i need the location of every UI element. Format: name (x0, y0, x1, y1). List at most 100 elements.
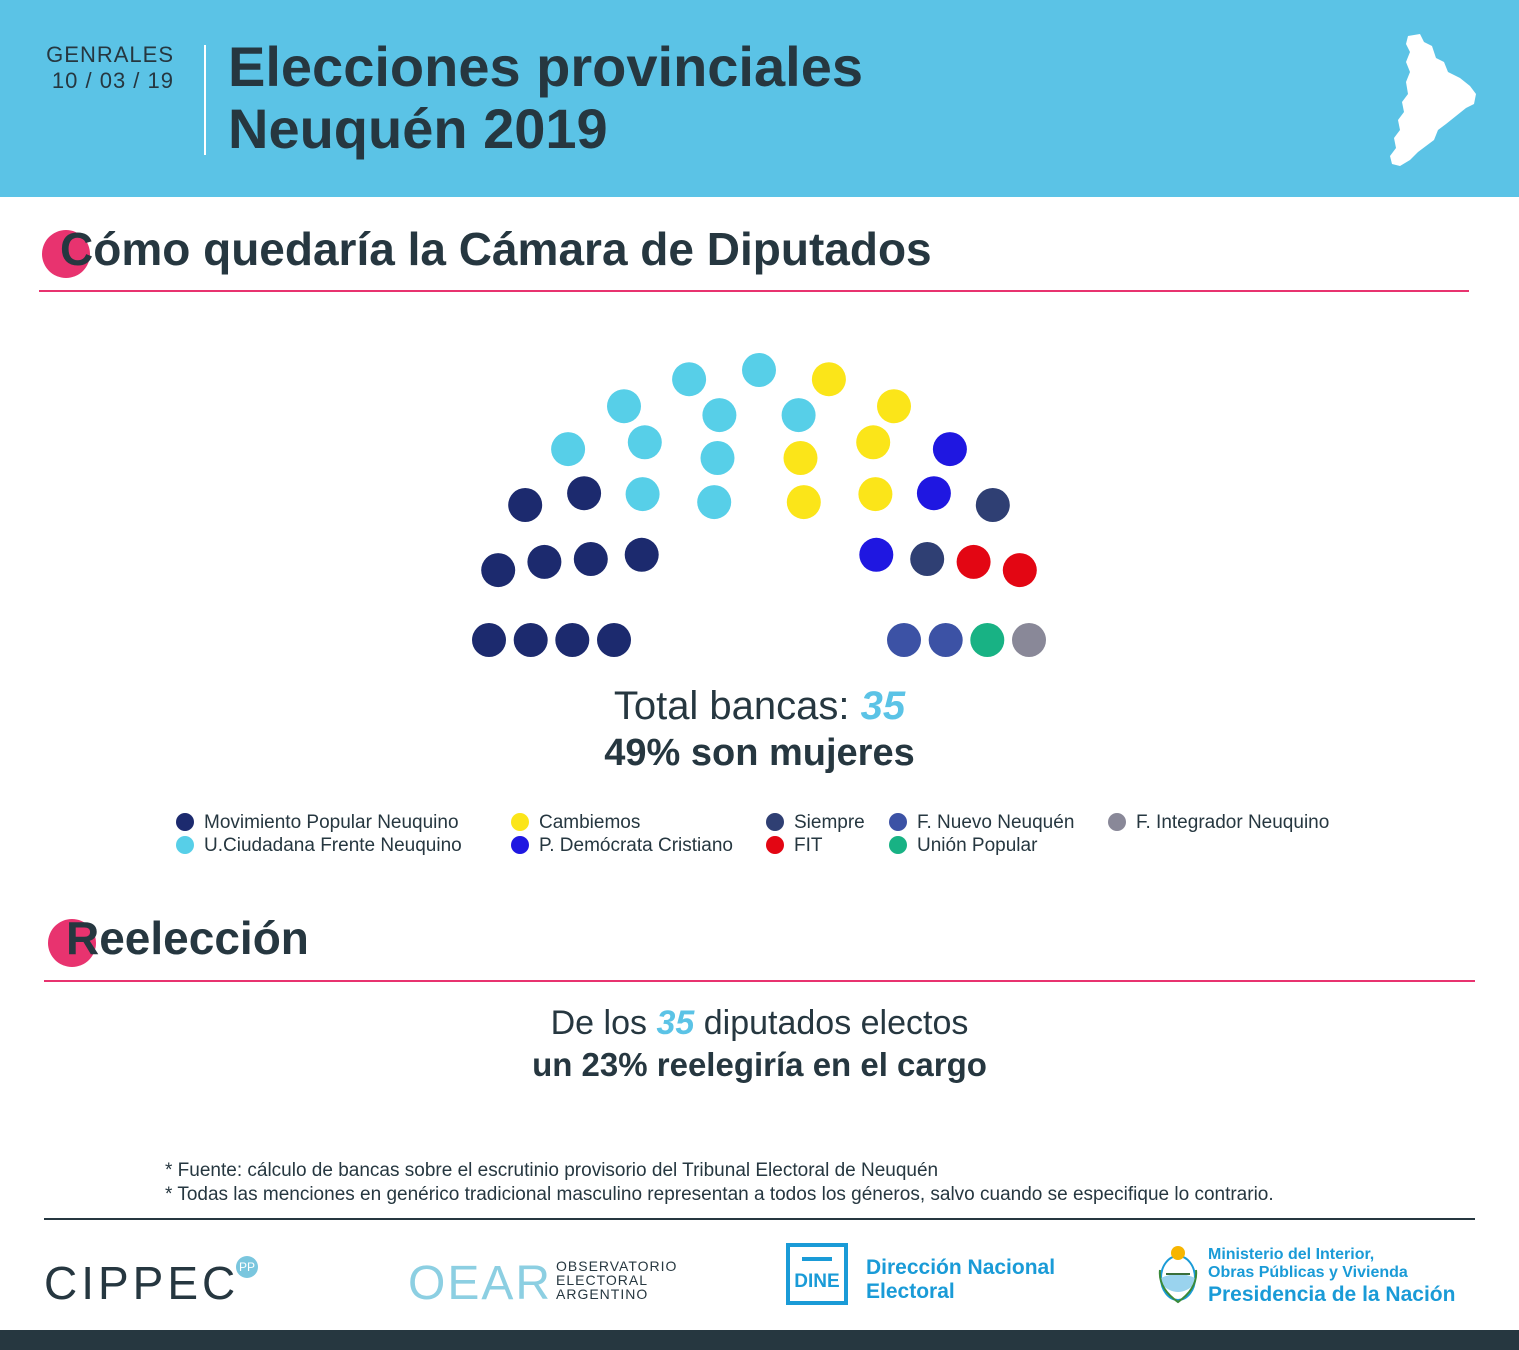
seat-movimiento-popular-neuquino (597, 623, 631, 657)
seat-movimiento-popular-neuquino (481, 553, 516, 588)
legend-item: P. Demócrata Cristiano (511, 835, 733, 857)
seat-f-nuevo-neuqu-n (887, 623, 921, 657)
legend-item: FIT (766, 835, 823, 857)
legend-swatch (511, 813, 529, 831)
legend-item: Movimiento Popular Neuquino (176, 812, 459, 834)
legend-swatch (889, 813, 907, 831)
header-banner: GENRALES 10 / 03 / 19 Elecciones provinc… (0, 0, 1519, 197)
section-rule (44, 980, 1475, 982)
oear-logo: OEAR (408, 1257, 553, 1310)
seat-movimiento-popular-neuquino (513, 623, 548, 657)
seat-u-ciudadana-frente-neuquino (742, 353, 776, 387)
seat-movimiento-popular-neuquino (508, 488, 543, 522)
seat-cambiemos (856, 425, 891, 460)
dine-logo: DINE (786, 1243, 848, 1305)
national-shield-icon (1158, 1246, 1198, 1304)
legend-item: Unión Popular (889, 835, 1037, 857)
seat-fit (956, 544, 991, 579)
women-share: 49% son mujeres (604, 732, 915, 774)
legend-swatch (766, 836, 784, 854)
seat-cambiemos (783, 441, 818, 475)
neuquen-map-icon (1390, 34, 1476, 166)
seat-cambiemos (877, 389, 911, 424)
reelection-line2: un 23% reelegiría en el cargo (532, 1046, 987, 1083)
seat-movimiento-popular-neuquino (527, 544, 562, 579)
seat-movimiento-popular-neuquino (573, 542, 608, 576)
legend-swatch (889, 836, 907, 854)
legend-item: Cambiemos (511, 812, 640, 834)
footnote-source: * Fuente: cálculo de bancas sobre el esc… (165, 1160, 939, 1181)
seat-cambiemos (811, 362, 846, 397)
legend-item: Siempre (766, 812, 865, 834)
dine-logo-bar (802, 1257, 832, 1261)
total-seats-line: Total bancas: 35 (0, 684, 1519, 729)
section-bullet (48, 919, 96, 967)
footnote-gender: * Todas las menciones en genérico tradic… (165, 1184, 1274, 1205)
reelection-pre: De los (550, 1004, 647, 1042)
seat-f-integrador-neuquino (1012, 623, 1046, 657)
total-seats-label: Total bancas: (613, 684, 850, 728)
seat-u-ciudadana-frente-neuquino (702, 398, 737, 433)
legend-item: F. Integrador Neuquino (1108, 812, 1329, 834)
seat-fit (1002, 553, 1037, 588)
seat-cambiemos (786, 485, 821, 520)
legend-label: F. Integrador Neuquino (1136, 812, 1330, 833)
seat-u-ciudadana-frente-neuquino (781, 398, 816, 433)
seat-u-ciudadana-frente-neuquino (697, 485, 732, 520)
page-title-line1: Elecciones provinciales (228, 35, 863, 98)
section-rule (39, 290, 1469, 292)
legend-swatch (1108, 813, 1126, 831)
legend-item: F. Nuevo Neuquén (889, 812, 1074, 834)
seat-u-ciudadana-frente-neuquino (672, 362, 707, 397)
seat-siempre (975, 488, 1010, 522)
seat-movimiento-popular-neuquino (472, 623, 506, 657)
legend-label: Unión Popular (917, 835, 1038, 856)
section-title-camara: Cómo quedaría la Cámara de Diputados (42, 222, 932, 278)
header-divider (204, 45, 206, 155)
seat-movimiento-popular-neuquino (624, 537, 659, 572)
ministry-name: Ministerio del Interior, Obras Públicas … (1208, 1246, 1456, 1306)
legend-swatch (176, 813, 194, 831)
total-seats-value: 35 (860, 684, 906, 728)
seat-uni-n-popular (970, 623, 1005, 657)
legend-swatch (176, 836, 194, 854)
seat-u-ciudadana-frente-neuquino (627, 425, 662, 460)
dine-name: Dirección Nacional Electoral (866, 1256, 1056, 1303)
seat-movimiento-popular-neuquino (567, 476, 602, 511)
bottom-bar (0, 1330, 1519, 1350)
seat-u-ciudadana-frente-neuquino (551, 432, 586, 467)
cippec-badge-icon: PP (236, 1256, 258, 1278)
seat-siempre (910, 542, 945, 576)
election-date: 10 / 03 / 19 (51, 68, 174, 93)
reelection-number: 35 (656, 1004, 695, 1042)
seat-cambiemos (858, 477, 893, 512)
seat-p-dem-crata-cristiano (916, 476, 951, 511)
seat-u-ciudadana-frente-neuquino (700, 441, 735, 475)
legend-label: Cambiemos (539, 812, 641, 833)
seat-p-dem-crata-cristiano (932, 432, 967, 467)
legend-swatch (766, 813, 784, 831)
seat-u-ciudadana-frente-neuquino (607, 389, 641, 424)
legend-label: P. Demócrata Cristiano (539, 835, 733, 856)
section-bullet (42, 230, 90, 278)
cippec-logo: CIPPEC (44, 1257, 240, 1309)
election-type-label: GENRALES (46, 42, 174, 67)
legend-label: U.Ciudadana Frente Neuquino (204, 835, 462, 856)
dine-logo-text: DINE (794, 1271, 840, 1292)
section-title-reeleccion: Reelección (48, 911, 309, 967)
legend-label: Siempre (794, 812, 865, 833)
legend-label: FIT (794, 835, 823, 856)
seat-f-nuevo-neuqu-n (928, 623, 963, 657)
footer-rule (44, 1218, 1475, 1220)
seat-u-ciudadana-frente-neuquino (625, 477, 660, 512)
hemicycle-chart (472, 353, 1046, 657)
page-title: Elecciones provinciales Neuquén 2019 (228, 36, 863, 160)
seat-p-dem-crata-cristiano (859, 537, 894, 572)
oear-subtitle: OBSERVATORIO ELECTORAL ARGENTINO (556, 1258, 678, 1302)
seat-movimiento-popular-neuquino (555, 623, 590, 657)
legend-item: U.Ciudadana Frente Neuquino (176, 835, 462, 857)
legend-swatch (511, 836, 529, 854)
reelection-post: diputados electos (703, 1004, 969, 1042)
reelection-line1: De los 35 diputados electos (0, 1004, 1519, 1043)
legend-label: F. Nuevo Neuquén (917, 812, 1075, 833)
